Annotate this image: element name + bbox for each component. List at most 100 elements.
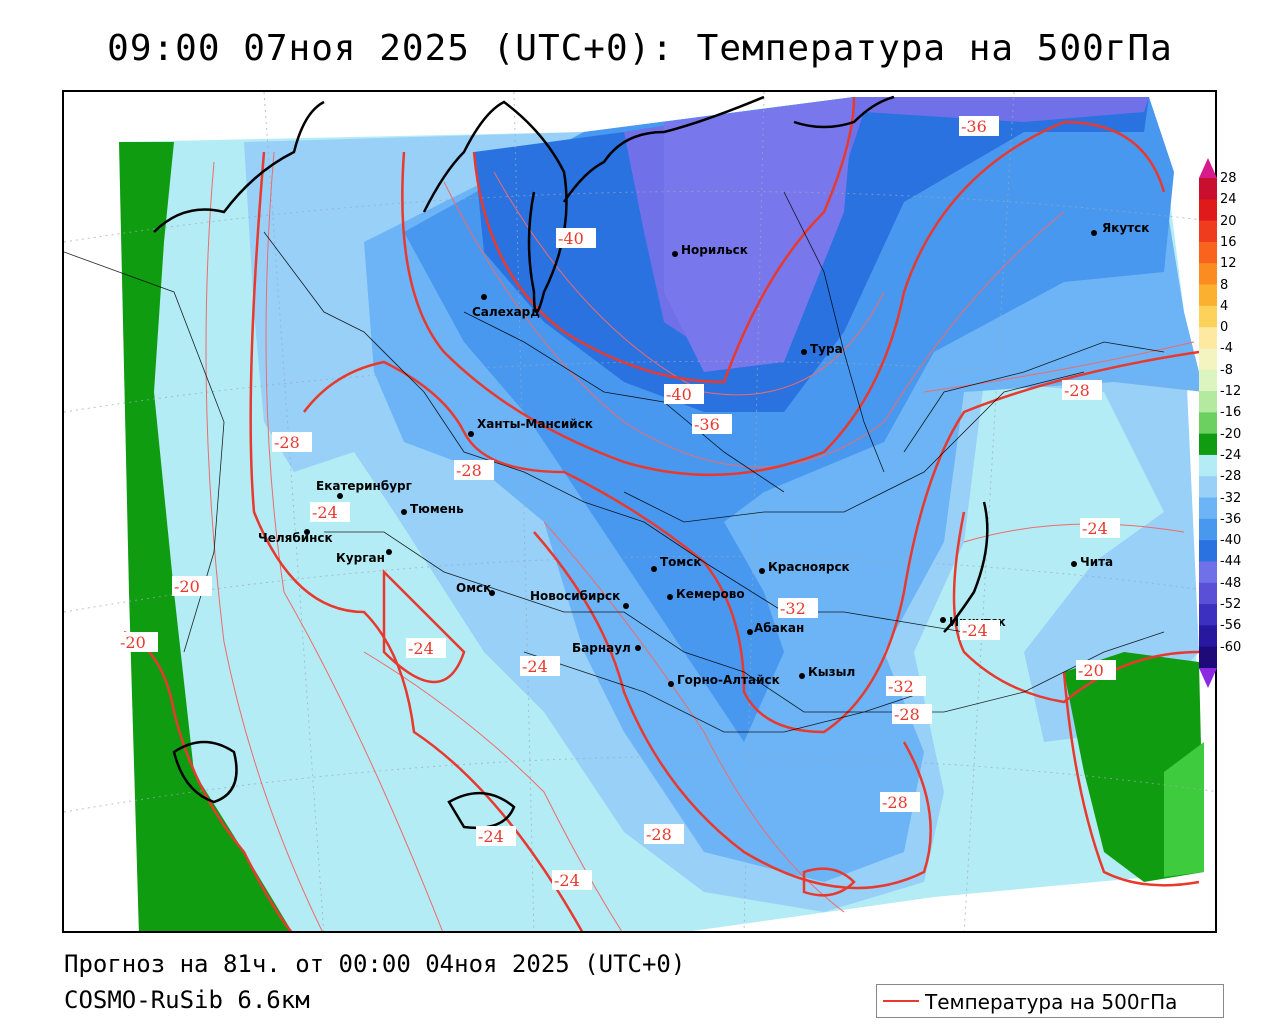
zone-green-west bbox=[119, 142, 292, 931]
colorbar-tick-label: -8 bbox=[1220, 362, 1233, 378]
city-tura: Тура bbox=[810, 342, 843, 356]
city-kyzyl: Кызыл bbox=[808, 665, 855, 679]
contour-label: -36 bbox=[961, 117, 987, 136]
contour-label: -24 bbox=[554, 871, 580, 890]
contour-label: -24 bbox=[1082, 519, 1108, 538]
contour-label: -20 bbox=[120, 633, 146, 652]
colorbar-tick-label: -16 bbox=[1220, 405, 1242, 421]
contour-label: -28 bbox=[274, 433, 300, 452]
colorbar-tick-label: -36 bbox=[1220, 511, 1242, 527]
city-chelyabinsk: Челябинск bbox=[258, 531, 333, 545]
city-novosibirsk: Новосибирск bbox=[530, 589, 620, 603]
contour-label: -24 bbox=[312, 503, 338, 522]
contour-label: -40 bbox=[558, 229, 584, 248]
legend: Температура на 500гПа bbox=[876, 984, 1224, 1018]
colorbar-swatch bbox=[1199, 476, 1217, 499]
contour-labels: -36 -40 -40 -36 -28 -28 -28 -24 -20 -20 … bbox=[118, 116, 1120, 890]
colorbar-swatch bbox=[1199, 582, 1217, 605]
city-norilsk: Норильск bbox=[681, 243, 748, 257]
colorbar-swatch bbox=[1199, 497, 1217, 520]
zone-violet-2 bbox=[664, 97, 854, 372]
zone-lightgreen-east bbox=[1164, 742, 1204, 877]
city-tomsk: Томск bbox=[660, 555, 702, 569]
colorbar-tick-label: 16 bbox=[1220, 234, 1237, 250]
colorbar bbox=[1199, 158, 1217, 688]
colorbar-top-arrow bbox=[1199, 158, 1217, 178]
colorbar-swatch bbox=[1199, 540, 1217, 562]
city-chita: Чита bbox=[1080, 555, 1113, 569]
colorbar-swatch bbox=[1199, 391, 1217, 413]
map-title: 09:00 07ноя 2025 (UTC+0): Температура на… bbox=[107, 28, 1173, 69]
city-abakan: Абакан bbox=[754, 621, 804, 635]
colorbar-swatch bbox=[1199, 433, 1217, 456]
city-barnaul: Барнаул bbox=[572, 641, 631, 655]
city-gorno-altaysk: Горно-Алтайск bbox=[677, 673, 780, 687]
colorbar-swatch bbox=[1199, 348, 1217, 371]
colorbar-swatch bbox=[1199, 561, 1217, 584]
colorbar-tick-label: -4 bbox=[1220, 341, 1233, 357]
contour-label: -20 bbox=[1078, 661, 1104, 680]
legend-line-swatch bbox=[883, 1000, 919, 1002]
city-khanty-mansiysk: Ханты-Мансийск bbox=[477, 417, 593, 431]
contour-label: -32 bbox=[780, 599, 806, 618]
colorbar-swatch bbox=[1199, 327, 1217, 349]
colorbar-tick-label: 0 bbox=[1220, 320, 1229, 336]
contour-label: -28 bbox=[456, 461, 482, 480]
contour-label: -28 bbox=[882, 793, 908, 812]
colorbar-swatch bbox=[1199, 518, 1217, 541]
colorbar-swatch bbox=[1199, 284, 1217, 307]
colorbar-tick-label: -28 bbox=[1220, 469, 1242, 485]
contour-label: -24 bbox=[522, 657, 548, 676]
city-salekhard: Салехард bbox=[472, 305, 540, 319]
colorbar-swatch bbox=[1199, 178, 1217, 200]
contour-label: -24 bbox=[478, 827, 504, 846]
contour-label: -36 bbox=[694, 415, 720, 434]
colorbar-swatch bbox=[1199, 305, 1217, 328]
colorbar-swatch bbox=[1199, 199, 1217, 222]
colorbar-swatch bbox=[1199, 646, 1217, 669]
contour-label: -28 bbox=[646, 825, 672, 844]
contour-label: -24 bbox=[408, 639, 434, 658]
contour-label: -28 bbox=[1064, 381, 1090, 400]
colorbar-tick-label: -60 bbox=[1220, 639, 1242, 655]
colorbar-tick-label: -40 bbox=[1220, 533, 1242, 549]
city-yakutsk: Якутск bbox=[1102, 221, 1149, 235]
colorbar-tick-label: 28 bbox=[1220, 171, 1237, 186]
legend-label: Температура на 500гПа bbox=[925, 990, 1178, 1014]
colorbar-swatch bbox=[1199, 369, 1217, 392]
contour-label: -32 bbox=[888, 677, 914, 696]
city-tyumen: Тюмень bbox=[410, 502, 464, 516]
colorbar-tick-label: 24 bbox=[1220, 192, 1237, 208]
forecast-info: Прогноз на 81ч. от 00:00 04ноя 2025 (UTC… bbox=[64, 950, 686, 978]
colorbar-tick-label: -12 bbox=[1220, 384, 1242, 400]
contour-label: -24 bbox=[962, 621, 988, 640]
city-markers: Якутск Норильск Салехард Тура Ханты-Манс… bbox=[258, 221, 1149, 687]
colorbar-tick-label: 4 bbox=[1220, 298, 1229, 314]
colorbar-swatch bbox=[1199, 220, 1217, 243]
contour-label: -40 bbox=[666, 385, 692, 404]
colorbar-tick-label: -24 bbox=[1220, 447, 1242, 463]
city-kemerovo: Кемерово bbox=[676, 587, 745, 601]
colorbar-tick-label: 20 bbox=[1220, 213, 1237, 229]
colorbar-tick-label: 8 bbox=[1220, 277, 1229, 293]
colorbar-swatch bbox=[1199, 241, 1217, 264]
city-ekaterinburg: Екатеринбург bbox=[316, 479, 412, 493]
colorbar-tick-label: -52 bbox=[1220, 597, 1242, 613]
city-omsk: Омск bbox=[456, 581, 491, 595]
contour-label: -28 bbox=[894, 705, 920, 724]
colorbar-swatch bbox=[1199, 625, 1217, 648]
colorbar-tick-label: 12 bbox=[1220, 256, 1237, 272]
contour-label: -20 bbox=[174, 577, 200, 596]
forecast-map[interactable]: Якутск Норильск Салехард Тура Ханты-Манс… bbox=[62, 90, 1217, 933]
colorbar-tick-label: -56 bbox=[1220, 618, 1242, 634]
colorbar-bottom-arrow bbox=[1199, 668, 1217, 688]
colorbar-swatch bbox=[1199, 454, 1217, 477]
colorbar-swatch bbox=[1199, 604, 1217, 626]
model-name: COSMO-RuSib 6.6км bbox=[64, 986, 310, 1014]
colorbar-tick-label: -44 bbox=[1220, 554, 1242, 570]
city-krasnoyarsk: Красноярск bbox=[768, 560, 850, 574]
colorbar-tick-label: -32 bbox=[1220, 490, 1242, 506]
colorbar-tick-label: -48 bbox=[1220, 575, 1242, 591]
colorbar-swatch bbox=[1199, 263, 1217, 286]
colorbar-swatch bbox=[1199, 412, 1217, 435]
